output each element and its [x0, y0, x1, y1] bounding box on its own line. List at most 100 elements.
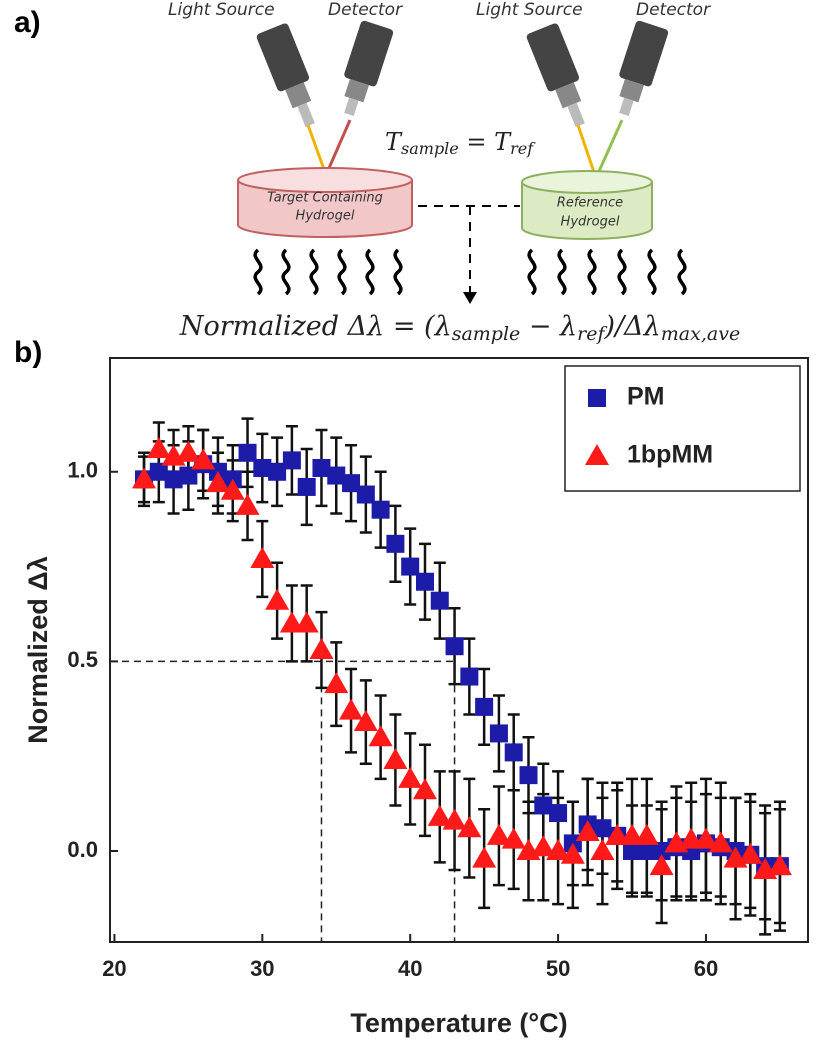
wave: [587, 248, 597, 296]
marker: [312, 458, 331, 477]
marker: [368, 725, 393, 747]
diagram-label: Detector: [636, 0, 711, 20]
marker: [546, 838, 571, 860]
marker: [427, 804, 452, 826]
marker: [191, 448, 216, 470]
eq-part: Normalized Δλ = (λ: [179, 311, 452, 342]
marker: [489, 724, 508, 743]
marker: [146, 437, 171, 459]
reference-dish: [521, 170, 653, 240]
dish-label: Hydrogel: [561, 215, 620, 230]
wave: [647, 248, 657, 296]
wave: [365, 248, 375, 296]
panel-label: a): [14, 6, 41, 39]
marker: [282, 451, 301, 470]
legend-label: 1bpMM: [627, 441, 713, 469]
marker: [415, 572, 434, 591]
wave: [617, 248, 627, 296]
sample-dish: [237, 167, 413, 238]
x-tick-label: 20: [102, 956, 126, 981]
wave: [677, 248, 687, 296]
x-tick-label: 60: [694, 956, 718, 981]
panel-label: b): [14, 336, 42, 369]
marker: [250, 546, 275, 568]
wave: [557, 248, 567, 296]
marker: [294, 611, 319, 633]
marker: [398, 766, 423, 788]
marker: [356, 485, 375, 504]
marker: [383, 747, 408, 769]
marker: [205, 471, 230, 493]
marker: [588, 389, 606, 407]
legend-label: PM: [627, 383, 665, 411]
marker: [649, 854, 674, 876]
reflected-beam: [324, 119, 352, 176]
marker: [268, 462, 287, 481]
marker: [531, 835, 556, 857]
marker: [652, 841, 671, 860]
wave: [309, 248, 319, 296]
eq-part: − λ: [520, 311, 577, 342]
dish-label: Reference: [557, 196, 623, 211]
marker: [412, 778, 437, 800]
wave: [281, 248, 291, 296]
dish-label: Target Containing: [267, 191, 383, 206]
marker: [460, 667, 479, 686]
marker: [164, 470, 183, 489]
x-tick-label: 50: [546, 956, 570, 981]
marker: [634, 823, 659, 845]
eq-sub: ref: [510, 139, 536, 158]
marker: [475, 697, 494, 716]
x-axis-title: Temperature (°C): [350, 1008, 567, 1038]
marker: [220, 478, 245, 500]
marker: [457, 816, 482, 838]
light-source-probe: [256, 23, 315, 127]
marker: [472, 846, 497, 868]
marker: [324, 672, 349, 694]
normalization-equation: Normalized Δλ = (λsample − λref)/Δλmax,a…: [179, 311, 740, 346]
eq-sub: ref: [577, 323, 607, 345]
y-tick-label: 1.0: [67, 458, 98, 483]
marker: [238, 443, 257, 462]
diagram-label: Light Source: [476, 0, 583, 20]
marker: [176, 440, 201, 462]
marker: [149, 462, 168, 481]
eq-sub: sample: [401, 139, 459, 158]
marker: [386, 534, 405, 553]
light-beam: [576, 124, 598, 179]
marker: [693, 827, 718, 849]
wave: [337, 248, 347, 296]
marker: [560, 842, 585, 864]
y-axis-title: Normalized Δλ: [23, 556, 53, 743]
eq-sub: sample: [452, 323, 521, 345]
marker: [339, 698, 364, 720]
light-beam: [306, 124, 328, 176]
marker: [486, 823, 511, 845]
marker: [253, 458, 272, 477]
eq-sub: max,ave: [661, 323, 740, 345]
detector-probe: [619, 20, 669, 117]
marker: [265, 588, 290, 610]
marker: [708, 831, 733, 853]
heat-waves: [253, 248, 687, 296]
diagram-label: Light Source: [168, 0, 275, 20]
eq-part: T: [385, 128, 403, 156]
marker: [442, 808, 467, 830]
arrow-head: [463, 292, 477, 304]
marker: [501, 827, 526, 849]
marker: [371, 500, 390, 519]
marker: [623, 841, 642, 860]
x-tick-label: 30: [250, 956, 274, 981]
marker: [235, 493, 260, 515]
marker: [353, 710, 378, 732]
dish-label: Hydrogel: [296, 209, 355, 224]
eq-part: = T: [459, 128, 512, 156]
legend-box: [564, 365, 801, 492]
marker: [534, 796, 553, 815]
temperature-equation: Tsample = Tref: [385, 128, 536, 158]
chart: 20 30 40 50 60 0.0 0.5 1.0 Temperature (°C) Norma…: [23, 357, 809, 1038]
y-tick-label: 0.0: [67, 837, 98, 862]
marker: [327, 466, 346, 485]
plot-frame: [109, 357, 809, 943]
diagram-label: Detector: [328, 0, 403, 20]
